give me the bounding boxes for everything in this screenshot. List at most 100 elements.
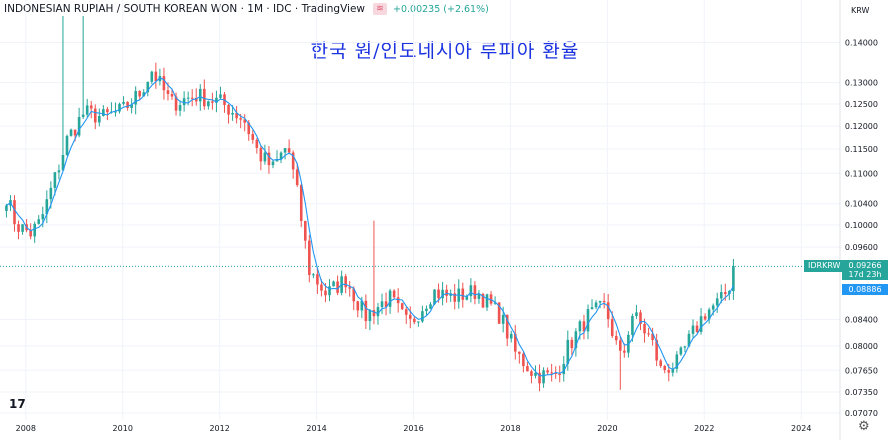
candle-body [417, 321, 420, 323]
candle-body [356, 301, 360, 311]
x-tick-label: 2008 [16, 424, 36, 433]
candle-body [291, 152, 295, 170]
chart-header: INDONESIAN RUPIAH / SOUTH KOREAN WON · 1… [4, 3, 489, 15]
change-value: +0.00235 (+2.61%) [393, 3, 489, 15]
candle-body [719, 292, 723, 299]
y-tick-label: 0.14000 [845, 38, 878, 47]
x-tick-label: 2024 [791, 424, 811, 433]
candle-body [614, 335, 618, 341]
candle-body [37, 219, 41, 224]
candle-body [5, 205, 8, 211]
candle-body [679, 347, 683, 355]
candle-body [219, 94, 222, 98]
candle-body [247, 122, 251, 135]
candle-body [380, 301, 384, 308]
candle-body [598, 300, 602, 303]
candle-body [441, 289, 444, 299]
candle-body [570, 339, 574, 349]
candle-body [146, 81, 150, 93]
candle-body [352, 288, 356, 302]
candle-body [239, 118, 242, 120]
candle-body [263, 152, 267, 162]
candle-body [538, 372, 541, 384]
currency-label[interactable]: KRW [851, 6, 870, 15]
candle-body [69, 129, 73, 136]
candle-body [400, 303, 404, 310]
candle-body [465, 296, 469, 300]
candle-body [255, 139, 259, 148]
x-tick-label: 2022 [694, 424, 714, 433]
candle-body [98, 115, 101, 123]
candle-body [235, 112, 238, 119]
candle-body [586, 309, 590, 332]
candle-body [106, 109, 109, 113]
candle-body [85, 105, 89, 115]
candle-body [542, 370, 545, 384]
grid-lines [0, 0, 840, 420]
y-tick-label: 0.09600 [845, 243, 878, 252]
candle-body [251, 134, 255, 140]
y-tick-label: 0.12000 [845, 122, 878, 131]
candle-body [659, 360, 662, 367]
candle-body [348, 287, 352, 289]
candle-body [372, 310, 376, 317]
symbol-tag[interactable]: IDRKRW [804, 260, 845, 273]
candle-body [267, 152, 271, 166]
candle-body [77, 116, 81, 136]
candle-body [437, 289, 440, 299]
candle-body [590, 307, 594, 310]
candle-body [481, 293, 485, 308]
candle-body [368, 310, 372, 322]
candle-body [703, 316, 707, 320]
candle-body [53, 172, 57, 188]
candle-body [732, 266, 735, 292]
candle-body [554, 372, 557, 374]
pair-title[interactable]: INDONESIAN RUPIAH / SOUTH KOREAN WON · 1… [4, 3, 366, 15]
candle-body [602, 300, 606, 303]
last-price-tag: 0.09266 17d 23h [842, 260, 888, 281]
candle-body [316, 274, 319, 285]
y-tick-label: 0.07070 [845, 409, 878, 418]
wave-icon[interactable]: ≋ [373, 3, 388, 15]
candle-body [513, 333, 517, 352]
candle-body [203, 88, 206, 107]
candle-body [162, 76, 166, 91]
countdown-label: 17d 23h [848, 270, 882, 280]
candle-body [421, 311, 424, 322]
candle-body [142, 92, 146, 97]
y-tick-label: 0.11500 [845, 145, 878, 154]
candle-body [675, 354, 679, 369]
candle-body [49, 187, 53, 200]
candle-body [29, 230, 32, 237]
candle-body [683, 346, 687, 348]
candle-body [130, 104, 133, 108]
candle-body [81, 114, 85, 117]
candle-body [606, 302, 610, 320]
candle-body [360, 300, 364, 311]
gear-icon[interactable]: ⚙ [858, 419, 870, 434]
candle-body [114, 111, 117, 113]
candle-body [182, 98, 186, 106]
tradingview-logo[interactable]: 17 [9, 397, 26, 411]
candle-body [174, 96, 178, 111]
x-tick-label: 2010 [113, 424, 133, 433]
candle-body [501, 314, 505, 324]
candle-body [655, 340, 658, 361]
candle-body [404, 309, 408, 315]
candle-body [231, 112, 234, 115]
candle-body [308, 240, 311, 275]
candle-body [17, 224, 20, 232]
candle-body [639, 312, 642, 325]
candle-body [190, 97, 194, 99]
candle-body [279, 152, 283, 160]
candle-body [651, 333, 654, 341]
x-tick-label: 2016 [403, 424, 423, 433]
candle-body [102, 109, 105, 116]
candle-body [364, 300, 368, 322]
chart-title: 한국 원/인도네시아 루피아 환율 [310, 40, 580, 62]
candle-body [299, 185, 303, 221]
candle-body [211, 101, 214, 103]
candle-body [194, 97, 198, 102]
candle-body [295, 169, 299, 186]
